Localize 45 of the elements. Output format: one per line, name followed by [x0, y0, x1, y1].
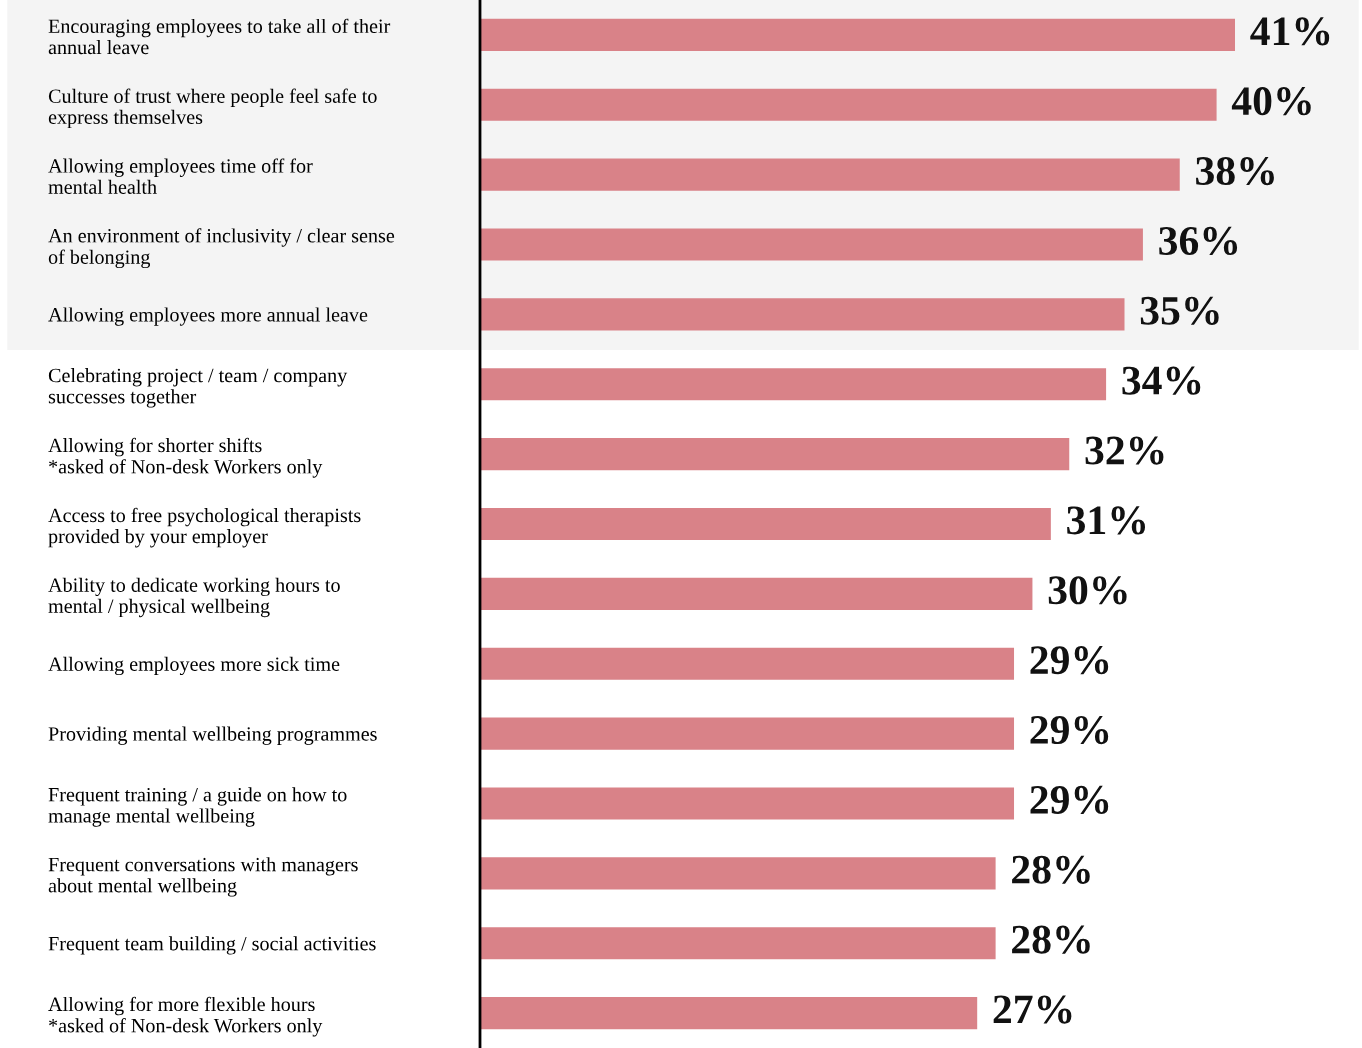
data-label: 40%: [1231, 87, 1311, 116]
bar: [480, 647, 1015, 680]
bar: [480, 507, 1051, 541]
bar: [480, 438, 1070, 471]
data-label: 29%: [1030, 785, 1109, 815]
bar: [480, 997, 978, 1030]
y-tick-label: Access to free psychological therapists provided by your employer: [48, 507, 361, 548]
y-tick-label: Frequent team building / social activities: [48, 936, 376, 955]
y-tick-label: Allowing for more flexible hours *asked of Non-desk Workers only: [48, 996, 323, 1037]
data-label: 38%: [1196, 156, 1274, 186]
bar: [480, 18, 1235, 51]
bar: [480, 787, 1015, 820]
data-label: 28%: [1012, 855, 1090, 884]
y-tick-label: Providing mental wellbeing programmes: [48, 726, 377, 745]
y-tick-label: Allowing for shorter shifts *asked of Non-desk Workers only: [48, 437, 323, 478]
bar: [480, 857, 996, 890]
data-label: 41%: [1250, 17, 1330, 46]
bar: [480, 577, 1033, 610]
y-tick-label: Frequent training / a guide on how to manage mental wellbeing: [48, 787, 347, 827]
y-tick-label: Allowing employees more sick time: [48, 656, 340, 676]
y-tick-label: Celebrating project / team / company successes together: [48, 368, 348, 408]
bar: [480, 927, 996, 960]
y-tick-label: Frequent conversations with managers about mental wellbeing: [48, 857, 358, 897]
data-label: 36%: [1159, 226, 1238, 256]
data-label: 35%: [1140, 296, 1219, 325]
bar: [480, 717, 1015, 750]
data-label: 32%: [1085, 436, 1164, 465]
bar: [480, 298, 1125, 331]
bar: [480, 368, 1107, 401]
y-tick-label: Allowing employees more annual leave: [48, 307, 368, 326]
bar: [480, 158, 1180, 191]
data-label: 30%: [1048, 576, 1127, 605]
y-tick-label: Allowing employees time off for mental health: [48, 158, 313, 194]
y-tick-label: Encouraging employees to take all of their annual leave: [48, 18, 391, 55]
data-label: 27%: [993, 995, 1072, 1024]
data-label: 34%: [1122, 366, 1201, 395]
y-tick-label: An environment of inclusivity / clear sense of belonging: [48, 228, 395, 269]
data-label: 29%: [1030, 715, 1109, 745]
bar: [480, 88, 1217, 121]
bar: [480, 228, 1143, 261]
y-tick-label: Ability to dedicate working hours to mental / physical wellbeing: [48, 577, 340, 618]
data-label: 28%: [1012, 925, 1090, 954]
y-tick-label: Culture of trust where people feel safe to express themselves: [48, 88, 377, 129]
data-label: 29%: [1030, 646, 1109, 675]
data-label: 31%: [1067, 506, 1146, 535]
